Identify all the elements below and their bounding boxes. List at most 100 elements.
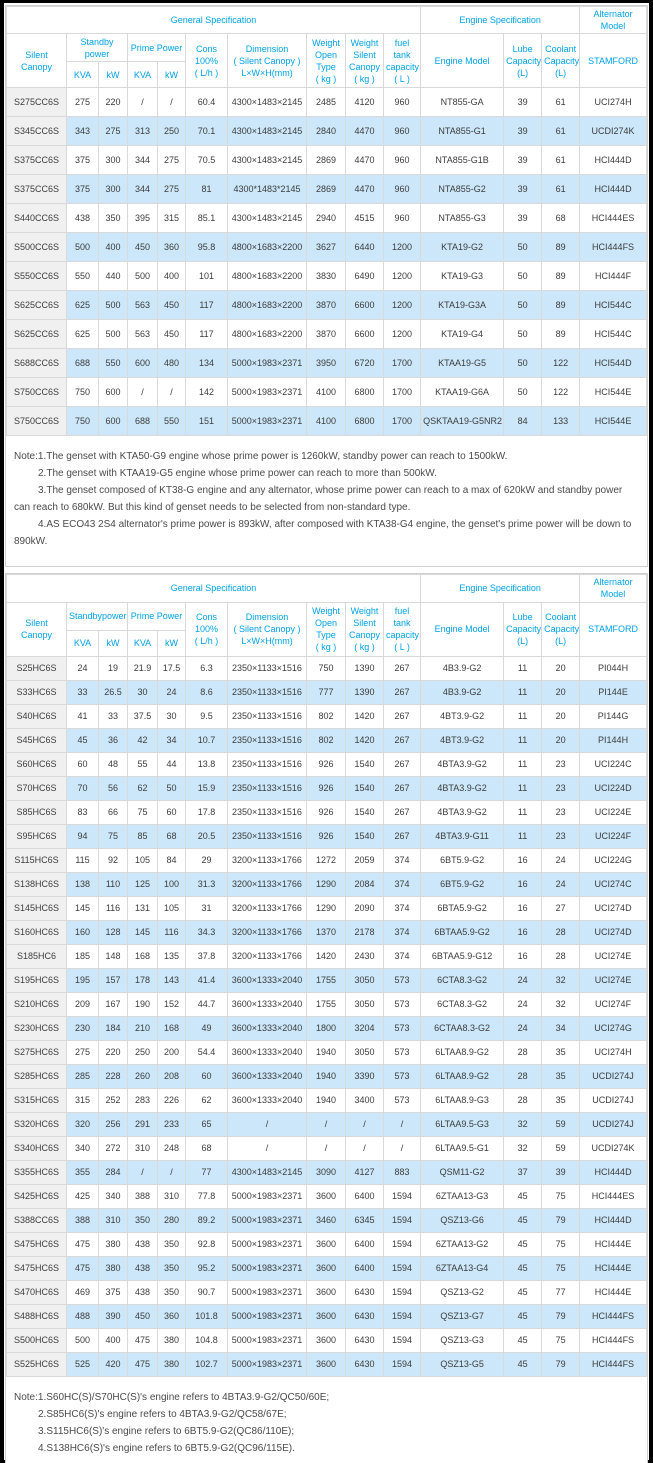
model-link[interactable]: S115HC6S — [6, 847, 67, 873]
spec-cell: 1390 — [345, 655, 384, 681]
spec-cell: 1420 — [345, 703, 384, 729]
model-link[interactable]: S25HC6S — [6, 655, 67, 681]
model-link[interactable]: S345CC6S — [6, 116, 67, 147]
model-link[interactable]: S355HC6S — [6, 1159, 67, 1185]
spec-cell: 1940 — [306, 1063, 346, 1089]
model-link[interactable]: S185HC6 — [6, 943, 67, 969]
spec-cell: 3600 — [306, 1351, 346, 1377]
model-link[interactable]: S525HC6S — [6, 1351, 67, 1377]
spec-cell: 2084 — [345, 871, 384, 897]
spec-cell: 16 — [503, 943, 543, 969]
spec-cell: 550 — [98, 348, 128, 379]
model-link[interactable]: S425HC6S — [6, 1183, 67, 1209]
spec-cell: 926 — [306, 751, 346, 777]
model-link[interactable]: S70HC6S — [6, 775, 67, 801]
spec-cell: 750 — [66, 377, 99, 408]
model-link[interactable]: S688CC6S — [6, 348, 67, 379]
note-line: 3.The genset composed of KT38-G engine a… — [14, 485, 623, 514]
model-link[interactable]: S375CC6S — [6, 145, 67, 176]
table-row: S60HC6S 60 48 55 44 13.8 2350×1133×1516 926 1540… — [6, 751, 647, 777]
table-row: S195HC6S 195 157 178 143 41.4 3600×1333×2040 17… — [6, 967, 647, 993]
table-row: S33HC6S 33 26.5 30 24 8.6 2350×1133×1516 777 139… — [6, 679, 647, 705]
spec-cell: 28 — [541, 943, 581, 969]
model-link[interactable]: S95HC6S — [6, 823, 67, 849]
model-link[interactable]: S138HC6S — [6, 871, 67, 897]
spec-cell: 3600 — [306, 1255, 346, 1281]
spec-cell: UCI224F — [579, 823, 647, 849]
spec-cell: 39 — [503, 203, 543, 234]
model-link[interactable]: S475HC6S — [6, 1231, 67, 1257]
model-link[interactable]: S500CC6S — [6, 232, 67, 263]
spec-cell: UCI224G — [579, 847, 647, 873]
spec-cell: 16 — [503, 847, 543, 873]
spec-cell: QSKTAA19-G5NR2 — [420, 406, 505, 437]
model-link[interactable]: S85HC6S — [6, 799, 67, 825]
spec-cell: PI144H — [579, 727, 647, 753]
model-link[interactable]: S440CC6S — [6, 203, 67, 234]
model-link[interactable]: S488HC6S — [6, 1303, 67, 1329]
header-kva2: KVA — [127, 61, 158, 89]
model-link[interactable]: S750CC6S — [6, 377, 67, 408]
spec-cell: 1540 — [345, 775, 384, 801]
spec-cell: 20 — [541, 655, 581, 681]
spec-cell: 6430 — [345, 1351, 384, 1377]
model-link[interactable]: S475HC6S — [6, 1255, 67, 1281]
spec-cell: 220 — [98, 87, 128, 118]
model-link[interactable]: S625CC6S — [6, 290, 67, 321]
spec-cell: 220 — [98, 1039, 128, 1065]
model-link[interactable]: S625CC6S — [6, 319, 67, 350]
spec-cell: 480 — [157, 348, 186, 379]
spec-cell: 5000×1983×2371 — [227, 406, 307, 437]
header-dimension: Dimension ( Silent Canopy ) L×W×H(mm) — [227, 601, 307, 657]
spec-cell: 92.8 — [185, 1231, 228, 1257]
model-link[interactable]: S230HC6S — [6, 1015, 67, 1041]
model-link[interactable]: S60HC6S — [6, 751, 67, 777]
spec-cell: 3200×1133×1766 — [227, 919, 307, 945]
note-line: 4.AS ECO43 2S4 alternator's prime power … — [14, 519, 632, 548]
model-link[interactable]: S40HC6S — [6, 703, 67, 729]
model-link[interactable]: S285HC6S — [6, 1063, 67, 1089]
model-link[interactable]: S315HC6S — [6, 1087, 67, 1113]
spec-cell: 24 — [503, 1015, 543, 1041]
model-link[interactable]: S210HC6S — [6, 991, 67, 1017]
spec-cell: 438 — [66, 203, 99, 234]
model-link[interactable]: S160HC6S — [6, 919, 67, 945]
spec-cell: 95.2 — [185, 1255, 228, 1281]
spec-cell: 1755 — [306, 967, 346, 993]
spec-cell: 3870 — [306, 319, 346, 350]
model-link[interactable]: S750CC6S — [6, 406, 67, 437]
model-link[interactable]: S45HC6S — [6, 727, 67, 753]
model-link[interactable]: S500HC6S — [6, 1327, 67, 1353]
spec-cell: UCI274E — [579, 967, 647, 993]
page-content: General Specification Engine Specificatio… — [4, 3, 649, 1463]
spec-cell: 160 — [66, 919, 99, 945]
spec-cell: 6400 — [345, 1255, 384, 1281]
spec-cell: 500 — [98, 290, 128, 321]
spec-cell: 340 — [98, 1183, 128, 1209]
model-link[interactable]: S275HC6S — [6, 1039, 67, 1065]
spec-cell: 2178 — [345, 919, 384, 945]
model-link[interactable]: S340HC6S — [6, 1135, 67, 1161]
model-link[interactable]: S145HC6S — [6, 895, 67, 921]
model-link[interactable]: S375CC6S — [6, 174, 67, 205]
spec-cell: 84 — [503, 406, 543, 437]
spec-cell: 400 — [157, 261, 186, 292]
spec-cell: 19 — [98, 655, 128, 681]
model-link[interactable]: S388CC6S — [6, 1207, 67, 1233]
spec-cell: 68 — [157, 823, 186, 849]
spec-cell: UCI274E — [579, 943, 647, 969]
model-link[interactable]: S320HC6S — [6, 1111, 67, 1137]
model-link[interactable]: S470HC6S — [6, 1279, 67, 1305]
spec-cell: 4B3.9-G2 — [420, 679, 505, 705]
model-link[interactable]: S550CC6S — [6, 261, 67, 292]
model-link[interactable]: S195HC6S — [6, 967, 67, 993]
spec-cell: 4120 — [345, 87, 384, 118]
spec-cell: / — [345, 1135, 384, 1161]
spec-cell: 35 — [541, 1063, 581, 1089]
spec-cell: 3200×1133×1766 — [227, 943, 307, 969]
model-link[interactable]: S275CC6S — [6, 87, 67, 118]
spec-cell: 291 — [127, 1111, 158, 1137]
spec-cell: 420 — [98, 1351, 128, 1377]
model-link[interactable]: S33HC6S — [6, 679, 67, 705]
